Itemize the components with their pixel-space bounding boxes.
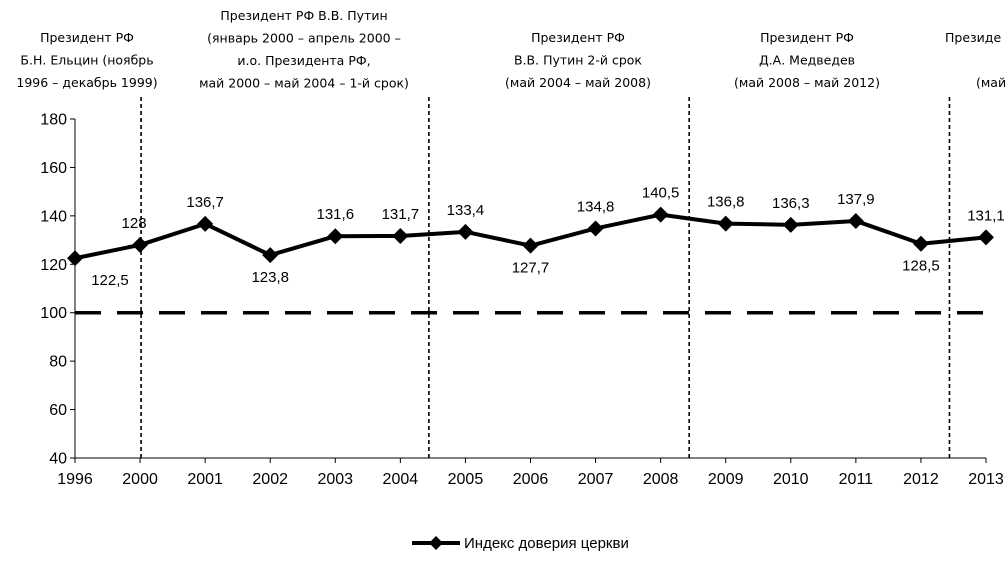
data-point-marker bbox=[262, 247, 279, 264]
x-tick-label: 2011 bbox=[839, 471, 874, 488]
period-annotation-line: (май bbox=[976, 75, 1006, 90]
data-label: 137,9 bbox=[837, 191, 875, 208]
period-annotation-line: Президе bbox=[945, 30, 1001, 45]
data-point-marker bbox=[132, 236, 149, 253]
data-label: 136,8 bbox=[707, 194, 745, 211]
y-tick-label: 160 bbox=[40, 160, 67, 177]
y-tick-label: 180 bbox=[40, 112, 67, 129]
data-point-marker bbox=[978, 229, 994, 246]
x-tick-label: 2010 bbox=[773, 471, 809, 488]
period-annotation-line: Б.Н. Ельцин (ноябрь bbox=[20, 53, 153, 68]
data-labels: 122,5 128 136,7 123,8 131,6 131,7 133,4 127,7 13… bbox=[91, 185, 1005, 290]
data-label: 131,6 bbox=[317, 206, 355, 223]
period-annotation-line: Президент РФ bbox=[760, 30, 854, 45]
axes: 40 60 80 100 120 140 160 180 1996 2000 2001 2002 200… bbox=[40, 112, 1004, 489]
legend-label: Индекс доверия церкви bbox=[464, 535, 629, 552]
period-annotation-line: Президент РФ bbox=[40, 30, 134, 45]
y-tick-label: 140 bbox=[40, 208, 67, 225]
legend: Индекс доверия церкви bbox=[412, 535, 629, 552]
data-label: 127,7 bbox=[512, 260, 550, 277]
data-point-marker bbox=[587, 220, 604, 237]
y-tick-label: 40 bbox=[49, 451, 67, 468]
data-label: 131,1 bbox=[967, 207, 1005, 224]
x-tick-label: 2000 bbox=[122, 471, 158, 488]
data-point-marker bbox=[522, 237, 539, 254]
data-point-marker bbox=[652, 206, 669, 223]
period-annotation-line: В.В. Путин 2-й срок bbox=[514, 53, 642, 68]
y-tick-label: 120 bbox=[40, 257, 67, 274]
data-label: 123,8 bbox=[251, 269, 289, 286]
data-label: 140,5 bbox=[642, 185, 680, 202]
data-label: 136,7 bbox=[186, 194, 224, 211]
data-point-marker bbox=[327, 228, 344, 245]
period-annotation-line: май 2000 – май 2004 – 1-й срок) bbox=[199, 76, 409, 91]
period-annotation-line: (май 2008 – май 2012) bbox=[734, 75, 880, 90]
x-tick-label: 2003 bbox=[317, 471, 353, 488]
x-tick-label: 1996 bbox=[57, 471, 93, 488]
period-annotation-line: (январь 2000 – апрель 2000 – bbox=[207, 31, 401, 46]
x-tick-label: 2001 bbox=[187, 471, 223, 488]
period-annotation-line: и.о. Президента РФ, bbox=[237, 53, 370, 68]
data-label: 122,5 bbox=[91, 272, 129, 289]
x-tick-label: 2013 bbox=[968, 471, 1004, 488]
x-tick-label: 2004 bbox=[383, 471, 419, 488]
data-point-marker bbox=[197, 215, 214, 232]
data-label: 131,7 bbox=[382, 206, 420, 223]
data-point-marker bbox=[847, 212, 864, 229]
data-point-marker bbox=[717, 215, 734, 232]
data-label: 136,3 bbox=[772, 195, 810, 212]
series-group bbox=[67, 206, 994, 267]
period-annotations: Президент РФ Б.Н. Ельцин (ноябрь 1996 – де… bbox=[16, 8, 1006, 91]
data-label: 128,5 bbox=[902, 258, 940, 275]
y-tick-label: 100 bbox=[40, 305, 67, 322]
x-tick-label: 2005 bbox=[448, 471, 484, 488]
x-tick-label: 2007 bbox=[578, 471, 614, 488]
period-annotation-line: 1996 – декабрь 1999) bbox=[16, 75, 157, 90]
period-annotation-line: Президент РФ bbox=[531, 30, 625, 45]
data-point-marker bbox=[912, 235, 929, 252]
x-tick-label: 2002 bbox=[252, 471, 288, 488]
data-point-marker bbox=[457, 223, 474, 240]
x-tick-label: 2008 bbox=[643, 471, 679, 488]
data-point-marker bbox=[392, 227, 409, 244]
data-label: 133,4 bbox=[447, 202, 485, 219]
y-tick-label: 80 bbox=[49, 354, 67, 371]
period-annotation-line: Президент РФ В.В. Путин bbox=[220, 8, 387, 23]
x-tick-label: 2009 bbox=[708, 471, 744, 488]
data-point-marker bbox=[782, 216, 799, 233]
data-label: 128 bbox=[122, 215, 147, 232]
y-tick-label: 60 bbox=[49, 402, 67, 419]
x-tick-label: 2012 bbox=[903, 471, 939, 488]
data-label: 134,8 bbox=[577, 198, 615, 215]
x-tick-label: 2006 bbox=[513, 471, 549, 488]
period-annotation-line: Д.А. Медведев bbox=[759, 53, 855, 68]
data-point-marker bbox=[67, 250, 83, 267]
legend-swatch-marker bbox=[429, 536, 443, 550]
period-annotation-line: (май 2004 – май 2008) bbox=[505, 75, 651, 90]
